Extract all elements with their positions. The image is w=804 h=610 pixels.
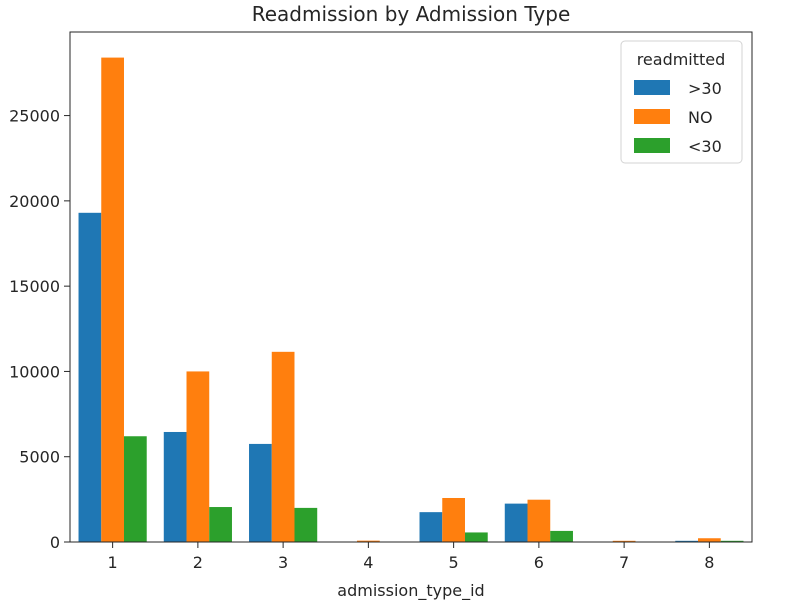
y-tick-label: 5000	[19, 448, 60, 467]
x-axis-title: admission_type_id	[337, 581, 484, 601]
x-tick-label: 4	[363, 553, 373, 572]
bar-30-cat-1	[79, 213, 102, 542]
bar-30-cat-3	[294, 508, 317, 542]
y-tick-label: 25000	[9, 107, 60, 126]
bar-30-cat-6	[505, 504, 528, 542]
bar-NO-cat-5	[442, 498, 465, 542]
legend: readmitted >30 NO <30	[621, 41, 742, 163]
bar-NO-cat-8	[698, 538, 721, 542]
bar-30-cat-5	[420, 512, 443, 542]
y-tick-label: 20000	[9, 192, 60, 211]
legend-label: NO	[688, 108, 713, 127]
bar-30-cat-2	[209, 507, 232, 542]
x-tick-label: 7	[619, 553, 629, 572]
legend-swatch	[634, 138, 670, 153]
bar-NO-cat-1	[101, 58, 124, 542]
x-tick-label: 3	[278, 553, 288, 572]
bar-30-cat-2	[164, 432, 187, 542]
y-tick-label: 15000	[9, 277, 60, 296]
legend-swatch	[634, 109, 670, 124]
chart-title: Readmission by Admission Type	[252, 2, 571, 26]
bar-30-cat-5	[465, 532, 488, 542]
y-tick-label: 10000	[9, 362, 60, 381]
bar-30-cat-1	[124, 436, 147, 542]
x-tick-label: 8	[704, 553, 714, 572]
bar-NO-cat-2	[187, 371, 210, 542]
bar-30-cat-3	[249, 444, 272, 542]
legend-label: <30	[688, 137, 722, 156]
x-tick-label: 5	[449, 553, 459, 572]
y-tick-label: 0	[50, 533, 60, 552]
legend-title: readmitted	[637, 50, 726, 69]
legend-swatch	[634, 80, 670, 95]
x-tick-label: 2	[193, 553, 203, 572]
legend-label: >30	[688, 79, 722, 98]
bar-NO-cat-6	[528, 500, 551, 542]
bar-NO-cat-3	[272, 352, 295, 542]
x-tick-label: 1	[108, 553, 118, 572]
bar-30-cat-6	[550, 531, 573, 542]
x-tick-label: 6	[534, 553, 544, 572]
